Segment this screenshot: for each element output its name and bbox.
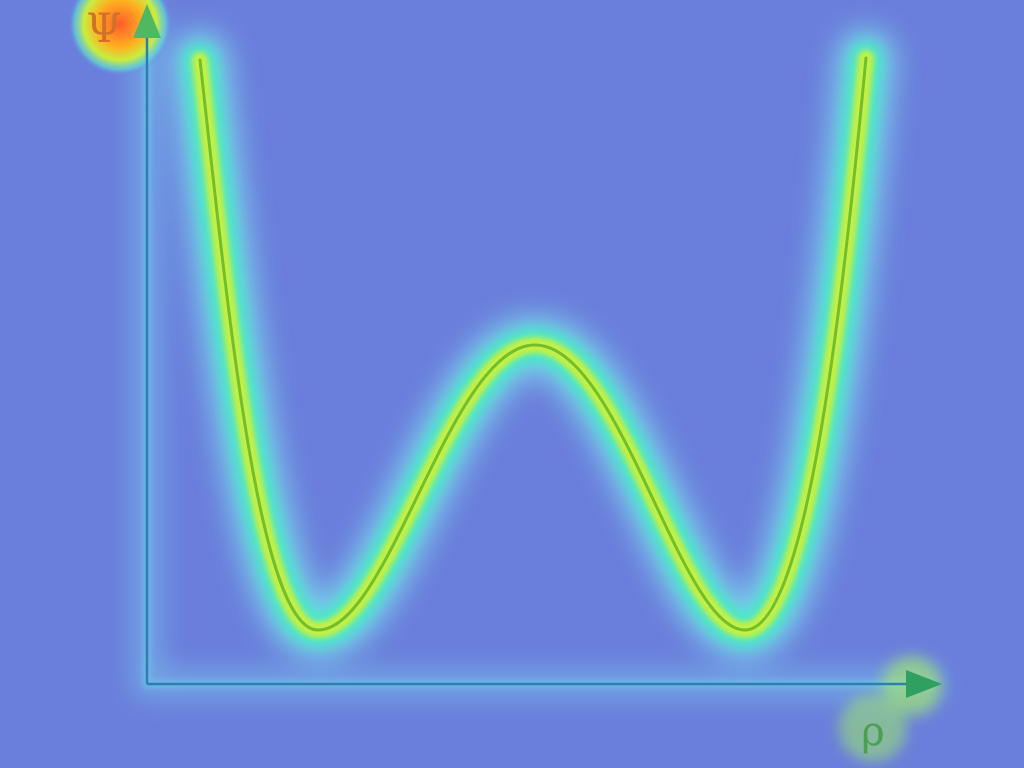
x-axis-label: ρ — [861, 709, 885, 755]
label-glow — [839, 694, 907, 762]
curve — [170, 28, 896, 660]
y-axis-label: Ψ — [86, 6, 121, 52]
y-arrow — [133, 4, 161, 38]
x-arrow — [906, 670, 942, 698]
axes — [133, 4, 942, 698]
